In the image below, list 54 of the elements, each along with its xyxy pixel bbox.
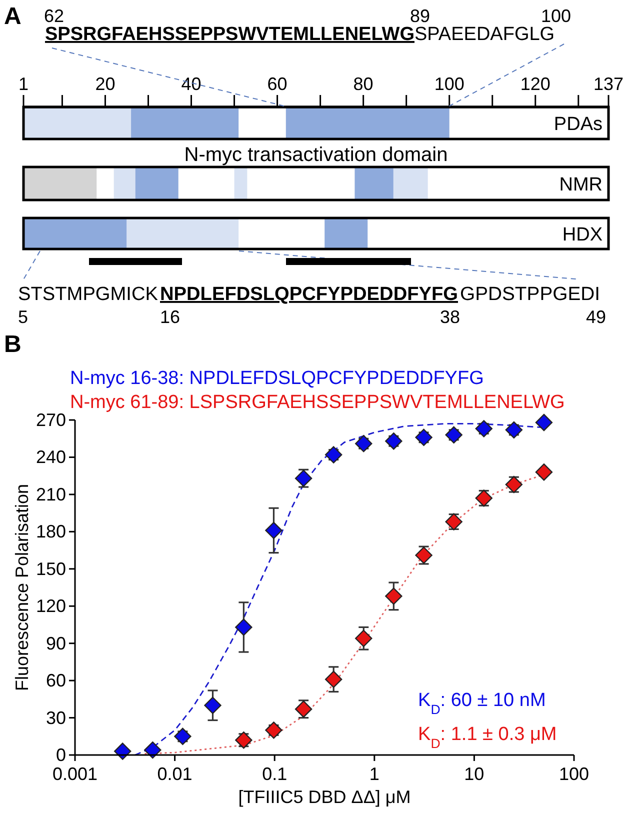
text: B xyxy=(4,331,22,358)
text: N-myc 61-89: LSPSRGFAEHSSEPPSWVTEMLLENELWG xyxy=(70,392,565,413)
y-tick-label: 30 xyxy=(46,708,66,728)
y-tick-label: 150 xyxy=(36,558,66,579)
y-tick-label: 210 xyxy=(36,484,66,504)
text: 38 xyxy=(440,307,460,327)
x-tick-label: 0.01 xyxy=(157,764,192,784)
text: GPDSTPPGEDI xyxy=(460,284,600,305)
text: SPSRGFAEHSSEPPSWVTEMLLENELWG xyxy=(45,24,414,45)
bar xyxy=(354,167,394,200)
y-tick-label: NMR xyxy=(559,174,602,196)
annotation: 100 xyxy=(540,6,572,26)
x-tick-label: 137 xyxy=(593,74,624,94)
x-tick-label: 40 xyxy=(181,74,202,94)
annotation: K$_{D}$: 60 ± 10 nM xyxy=(418,690,546,716)
annotation: K$_{D}$: 1.1 ± 0.3 μM xyxy=(418,724,557,750)
text: 62 xyxy=(44,6,64,26)
bar xyxy=(126,218,239,249)
text: SPAEEDAFGLG xyxy=(414,24,555,45)
x-tick-label: 10 xyxy=(464,764,484,784)
x-tick-label: 1 xyxy=(369,764,380,784)
x-tick-label: 20 xyxy=(95,74,116,94)
x-tick-label: 80 xyxy=(353,74,374,94)
text: STSTMPGMICK xyxy=(18,284,158,305)
text: NPDLEFDSLQPCFYPDEDDFYFG xyxy=(160,284,458,305)
series-label: N-myc 16-38: NPDLEFDSLQPCFYPDEDDFYFG xyxy=(70,368,484,389)
y-tick-label: 60 xyxy=(46,670,66,691)
x-tick-label: 60 xyxy=(267,74,288,94)
y-tick-label: 270 xyxy=(36,410,66,430)
y-tick-label: HDX xyxy=(562,224,603,246)
x-axis-title: [TFIIIC5 DBD ΔΔ] μM xyxy=(238,787,411,807)
text: 5 xyxy=(18,307,28,327)
y-tick-label: PDAs xyxy=(554,114,602,135)
y-tick-label: 180 xyxy=(36,522,66,542)
annotation: N-myc transactivation domain xyxy=(184,144,448,166)
bar xyxy=(234,167,248,200)
x-tick-label: 0.001 xyxy=(52,764,98,784)
bar xyxy=(393,167,428,200)
y-tick-label: 0 xyxy=(56,745,66,765)
x-tick-label: 1 xyxy=(18,74,29,94)
text: 16 xyxy=(160,307,180,327)
bar xyxy=(286,107,450,139)
x-tick-label: 0.1 xyxy=(262,764,288,784)
x-tick-label: 120 xyxy=(520,74,550,94)
y-tick-label: 240 xyxy=(36,447,66,468)
text: A xyxy=(4,3,22,30)
text: 89 xyxy=(410,6,430,26)
y-tick-label: 90 xyxy=(46,633,66,654)
bar xyxy=(324,218,368,249)
text: 49 xyxy=(586,307,606,327)
y-axis-title: Fluorescence Polarisation xyxy=(12,484,32,692)
y-tick-label: 120 xyxy=(36,596,66,616)
x-tick-label: 100 xyxy=(434,74,464,94)
x-tick-label: 100 xyxy=(558,764,590,784)
